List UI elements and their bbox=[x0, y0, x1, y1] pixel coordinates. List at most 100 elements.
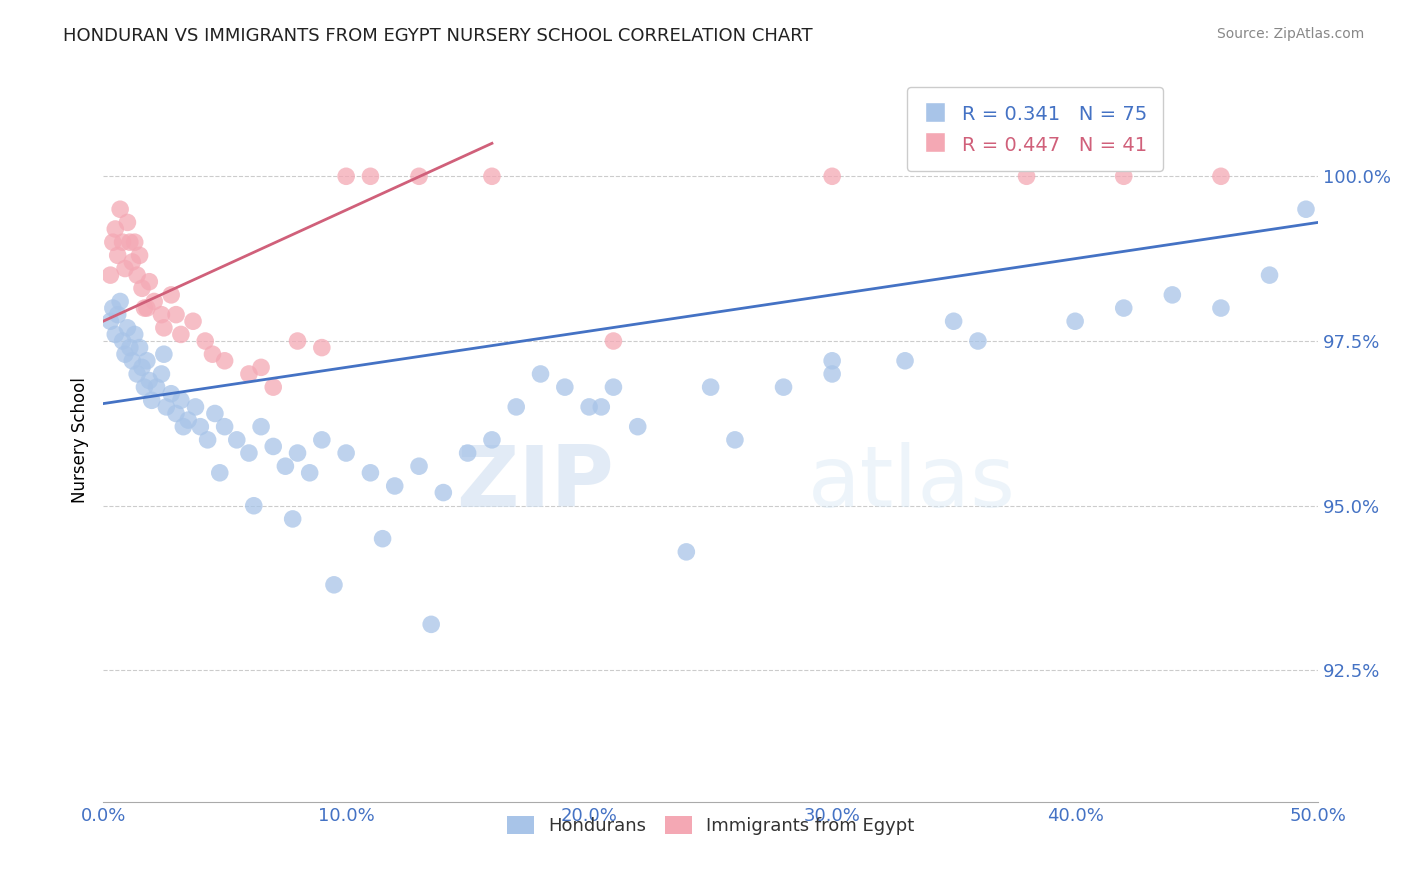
Point bbox=[408, 169, 430, 184]
Point bbox=[821, 353, 844, 368]
Point bbox=[108, 202, 131, 217]
Point bbox=[250, 360, 273, 375]
Point bbox=[432, 485, 454, 500]
Point bbox=[101, 301, 124, 315]
Point bbox=[121, 353, 143, 368]
Point bbox=[772, 380, 794, 394]
Point bbox=[160, 288, 183, 302]
Point bbox=[160, 386, 183, 401]
Point bbox=[107, 248, 129, 262]
Point bbox=[311, 433, 333, 447]
Point bbox=[214, 353, 236, 368]
Point bbox=[287, 446, 309, 460]
Point bbox=[181, 314, 204, 328]
Point bbox=[208, 466, 231, 480]
Point bbox=[165, 308, 187, 322]
Point bbox=[114, 261, 136, 276]
Point bbox=[529, 367, 551, 381]
Point bbox=[298, 466, 321, 480]
Point bbox=[262, 380, 284, 394]
Point bbox=[131, 360, 153, 375]
Point bbox=[602, 334, 624, 348]
Point bbox=[143, 294, 166, 309]
Point bbox=[153, 321, 176, 335]
Point bbox=[287, 334, 309, 348]
Point bbox=[118, 235, 141, 249]
Point bbox=[1161, 288, 1184, 302]
Point bbox=[262, 439, 284, 453]
Text: Source: ZipAtlas.com: Source: ZipAtlas.com bbox=[1216, 27, 1364, 41]
Point bbox=[131, 281, 153, 295]
Point bbox=[100, 314, 122, 328]
Point bbox=[121, 255, 143, 269]
Point bbox=[201, 347, 224, 361]
Point bbox=[124, 235, 146, 249]
Point bbox=[128, 248, 150, 262]
Point bbox=[505, 400, 527, 414]
Point bbox=[894, 353, 917, 368]
Point bbox=[170, 393, 193, 408]
Text: HONDURAN VS IMMIGRANTS FROM EGYPT NURSERY SCHOOL CORRELATION CHART: HONDURAN VS IMMIGRANTS FROM EGYPT NURSER… bbox=[63, 27, 813, 45]
Point bbox=[942, 314, 965, 328]
Point bbox=[197, 433, 219, 447]
Point bbox=[214, 419, 236, 434]
Point bbox=[153, 347, 176, 361]
Point bbox=[145, 380, 167, 394]
Point bbox=[134, 380, 156, 394]
Point bbox=[101, 235, 124, 249]
Point bbox=[138, 374, 160, 388]
Point bbox=[675, 545, 697, 559]
Point bbox=[104, 327, 127, 342]
Point bbox=[238, 367, 260, 381]
Point bbox=[127, 268, 149, 282]
Point bbox=[699, 380, 721, 394]
Point bbox=[118, 341, 141, 355]
Point bbox=[150, 367, 173, 381]
Point bbox=[821, 367, 844, 381]
Point bbox=[335, 169, 357, 184]
Point bbox=[371, 532, 394, 546]
Point bbox=[107, 308, 129, 322]
Point bbox=[100, 268, 122, 282]
Point bbox=[420, 617, 443, 632]
Point bbox=[225, 433, 247, 447]
Point bbox=[138, 275, 160, 289]
Point bbox=[134, 301, 156, 315]
Point bbox=[1295, 202, 1317, 217]
Point bbox=[602, 380, 624, 394]
Point bbox=[150, 308, 173, 322]
Point bbox=[1112, 169, 1135, 184]
Point bbox=[359, 169, 381, 184]
Point bbox=[1209, 301, 1232, 315]
Point bbox=[591, 400, 613, 414]
Point bbox=[243, 499, 266, 513]
Point bbox=[111, 334, 134, 348]
Point bbox=[481, 433, 503, 447]
Point bbox=[124, 327, 146, 342]
Point bbox=[323, 578, 346, 592]
Point bbox=[128, 341, 150, 355]
Point bbox=[1015, 169, 1038, 184]
Y-axis label: Nursery School: Nursery School bbox=[72, 377, 89, 503]
Point bbox=[250, 419, 273, 434]
Point bbox=[135, 353, 157, 368]
Point bbox=[111, 235, 134, 249]
Point bbox=[188, 419, 211, 434]
Text: ZIP: ZIP bbox=[456, 442, 613, 524]
Point bbox=[104, 222, 127, 236]
Point bbox=[238, 446, 260, 460]
Point bbox=[457, 446, 479, 460]
Point bbox=[114, 347, 136, 361]
Point bbox=[204, 407, 226, 421]
Point bbox=[108, 294, 131, 309]
Point bbox=[155, 400, 177, 414]
Point bbox=[1064, 314, 1087, 328]
Point bbox=[184, 400, 207, 414]
Point bbox=[335, 446, 357, 460]
Point bbox=[724, 433, 747, 447]
Point bbox=[177, 413, 200, 427]
Point bbox=[311, 341, 333, 355]
Point bbox=[281, 512, 304, 526]
Point bbox=[359, 466, 381, 480]
Point bbox=[1209, 169, 1232, 184]
